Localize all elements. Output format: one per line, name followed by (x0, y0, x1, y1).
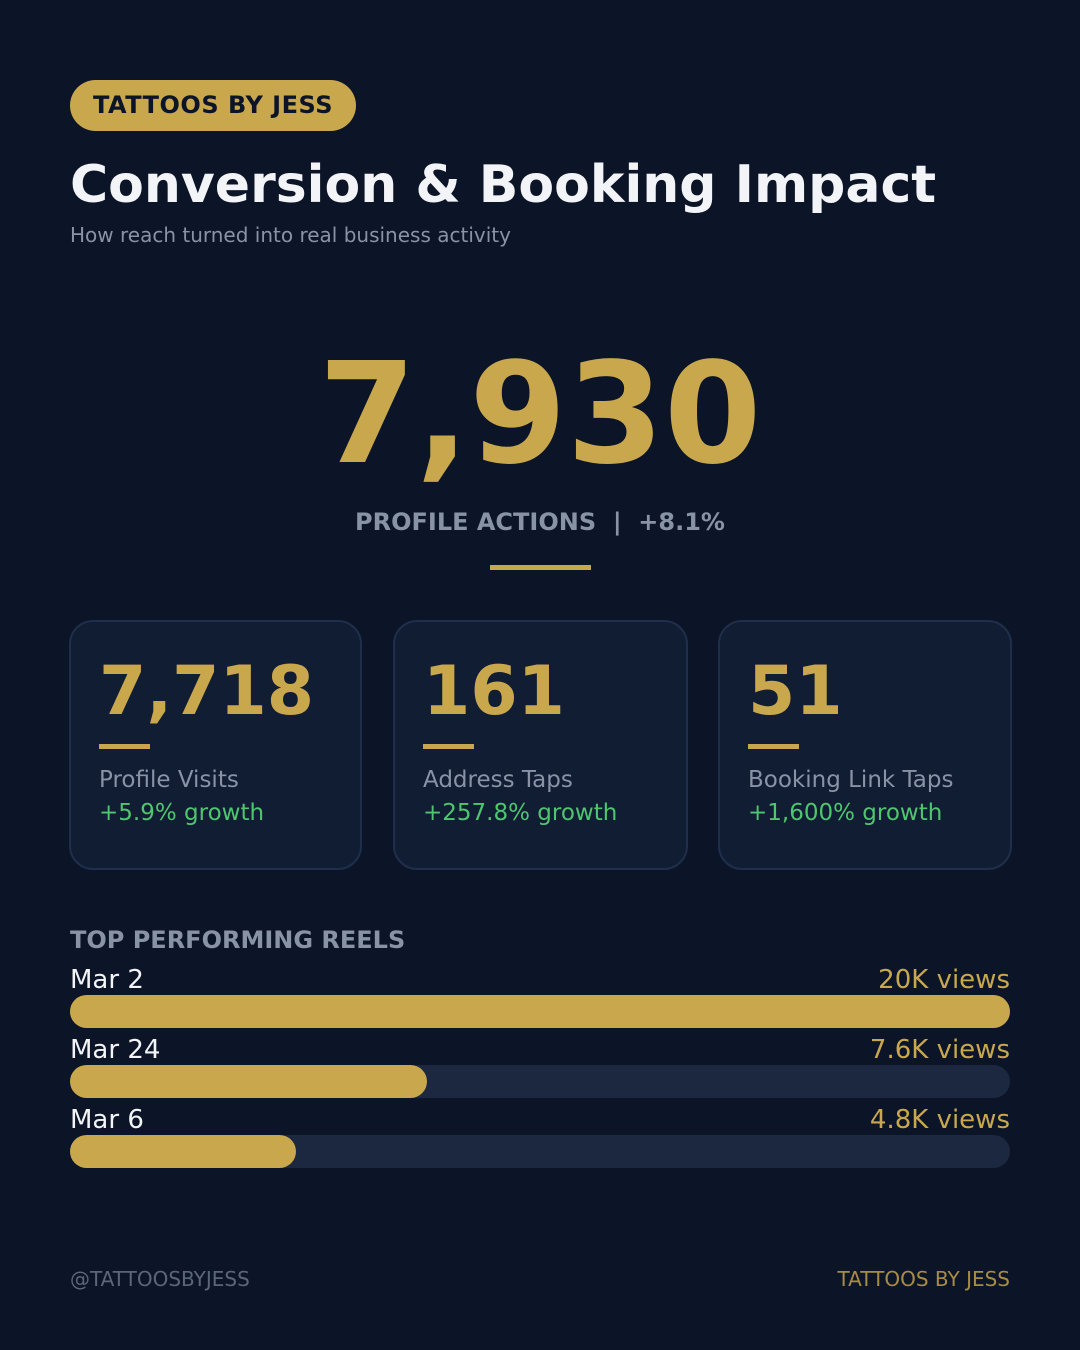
stat-divider (99, 744, 150, 749)
reel-date: Mar 24 (70, 1035, 161, 1065)
reel-date: Mar 6 (70, 1105, 144, 1135)
reel-bar-fill (70, 995, 1010, 1028)
reel-bar-track (70, 995, 1010, 1028)
page-subtitle: How reach turned into real business acti… (70, 223, 511, 247)
stat-value: 161 (423, 652, 565, 731)
stat-growth: +257.8% growth (423, 800, 618, 826)
page-title: Conversion & Booking Impact (70, 155, 937, 215)
reel-bar-fill (70, 1135, 296, 1168)
reel-views: 4.8K views (869, 1105, 1010, 1135)
stat-growth: +1,600% growth (748, 800, 943, 826)
reel-bar-track (70, 1135, 1010, 1168)
stat-divider (423, 744, 474, 749)
reel-bar-track (70, 1065, 1010, 1098)
hero-value: 7,930 (318, 333, 762, 496)
stat-card-booking-link-taps: 51 Booking Link Taps +1,600% growth (718, 620, 1012, 870)
reel-date: Mar 2 (70, 965, 144, 995)
stat-value: 7,718 (99, 652, 315, 731)
footer-handle: @TATTOOSBYJESS (70, 1267, 250, 1291)
reel-views: 20K views (878, 965, 1010, 995)
footer-brand: TATTOOS BY JESS (837, 1267, 1010, 1291)
hero-label: PROFILE ACTIONS | +8.1% (355, 508, 725, 536)
stat-label: Address Taps (423, 767, 573, 793)
stat-growth: +5.9% growth (99, 800, 265, 826)
stat-divider (748, 744, 799, 749)
reel-bar-fill (70, 1065, 428, 1098)
reels-section-title: TOP PERFORMING REELS (70, 926, 406, 954)
stat-card-address-taps: 161 Address Taps +257.8% growth (393, 620, 688, 870)
stat-label: Profile Visits (99, 767, 239, 793)
stat-value: 51 (748, 652, 843, 731)
stat-card-profile-visits: 7,718 Profile Visits +5.9% growth (69, 620, 362, 870)
brand-pill: TATTOOS BY JESS (70, 80, 356, 131)
reel-views: 7.6K views (869, 1035, 1010, 1065)
hero-divider (490, 565, 591, 570)
stat-label: Booking Link Taps (748, 767, 954, 793)
